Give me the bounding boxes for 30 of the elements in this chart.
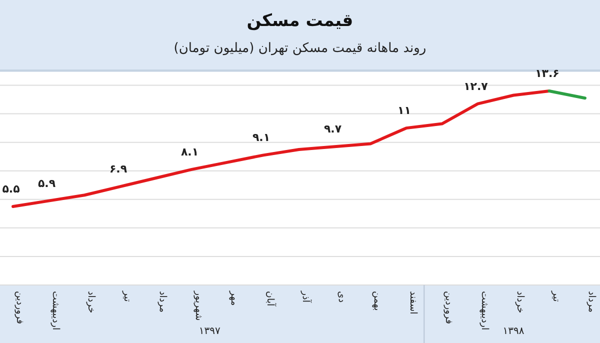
x-tick-label: مرداد [586,291,597,312]
x-tick-label: تیر [550,290,562,302]
x-tick-label: اردیبهشت [50,291,61,330]
data-label: ۹.۷ [324,122,342,136]
data-label: ۸.۱ [180,145,199,158]
x-tick-label: تیر [121,290,132,302]
x-tick-label: اردیبهشت [478,291,490,330]
x-tick-label: آبان [264,291,276,307]
data-label: ۶.۹ [109,162,128,176]
x-tick-label: آذر [300,290,312,303]
data-label: ۵.۵ [2,182,20,196]
data-label: ۱۱ [398,104,411,118]
x-tick-label: شهریور [192,290,204,321]
x-tick-label: دی [336,291,347,303]
subtitle: روند ماهانه قیمت مسکن تهران (میلیون تومان) [174,41,426,56]
data-label: ۱۲.۷ [464,80,488,93]
text: ۱۳۹۸ [502,326,525,337]
x-tick-label: خرداد [514,291,526,314]
data-label: ۵.۹ [38,176,56,190]
x-tick-label: بهمن [372,291,382,311]
x-tick-label: مرداد [157,291,168,312]
data-label: ۹.۱ [252,131,270,144]
x-tick-label: فروردین [443,291,454,324]
x-tick-label: مهر [228,290,240,306]
text: ۱۳۹۷ [198,326,221,337]
data-label: ۱۳.۶ [535,66,560,80]
title: قیمت مسکن [246,11,354,31]
x-tick-label: خرداد [86,291,96,314]
x-tick-label: اسفند [407,291,418,314]
x-tick-label: فروردین [14,291,25,324]
